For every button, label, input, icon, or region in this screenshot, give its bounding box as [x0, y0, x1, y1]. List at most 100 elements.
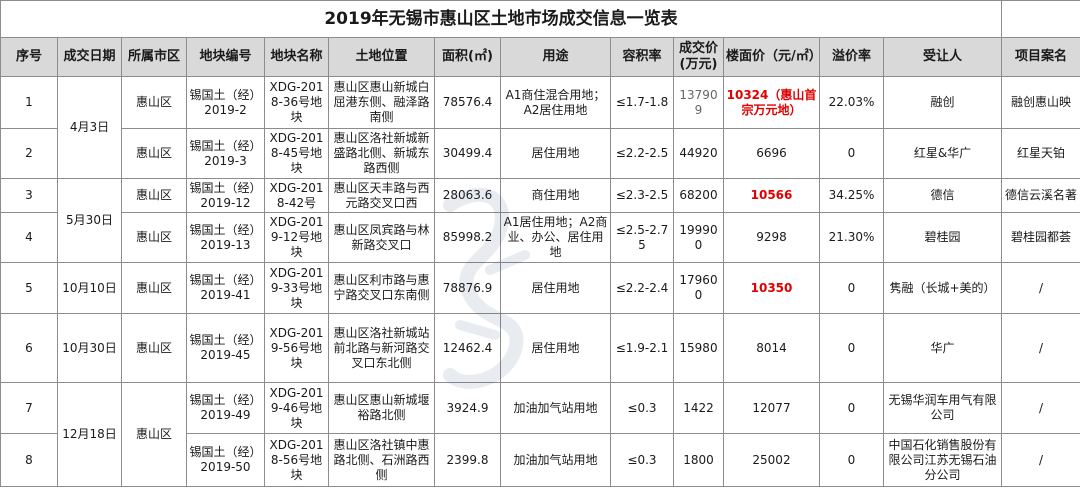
- cell-no: 6: [0, 313, 58, 383]
- cell-price: 68200: [673, 178, 724, 213]
- cell-floor-price: 6696: [723, 128, 820, 179]
- cell-buyer: 融创: [882, 76, 1003, 129]
- cell-buyer: 碧桂园: [882, 212, 1003, 263]
- cell-use: A1居住用地；A2商业、办公、居住用地: [500, 212, 611, 263]
- cell-no: 2: [0, 128, 58, 179]
- cell-area: 3924.9: [434, 382, 501, 434]
- cell-code: 锡国土（经）2019-41: [186, 262, 265, 314]
- table-row: 8 锡国土（经）2019-50 XDG-2018-56号地块 惠山区洛社镇中惠路…: [0, 433, 1080, 487]
- cell-price: 1800: [673, 433, 724, 487]
- cell-name: XDG-2019-56号地块: [264, 313, 329, 383]
- col-header-far: 容积率: [610, 37, 674, 77]
- table-row: 2 惠山区 锡国土（经）2019-3 XDG-2018-45号地块 惠山区洛社新…: [0, 128, 1080, 179]
- cell-district: 惠山区: [121, 313, 187, 383]
- cell-name: XDG-2018-42号: [264, 178, 329, 213]
- cell-floor-price: 25002: [723, 433, 820, 487]
- col-header-price: 成交价(万元): [673, 37, 724, 77]
- cell-far: ≤0.3: [610, 433, 674, 487]
- cell-area: 28063.6: [434, 178, 501, 213]
- cell-floor-price: 10324（惠山首宗万元地）: [723, 76, 820, 129]
- cell-code: 锡国土（经）2019-50: [186, 433, 265, 487]
- cell-district: 惠山区: [121, 178, 187, 213]
- cell-price: 199900: [673, 212, 724, 263]
- cell-no: 5: [0, 262, 58, 314]
- cell-buyer: 中国石化销售股份有限公司江苏无锡石油分公司: [882, 433, 1003, 487]
- cell-name: XDG-2019-33号地块: [264, 262, 329, 314]
- cell-project: 德信云溪名著: [1001, 178, 1080, 213]
- col-header-code: 地块编号: [186, 37, 265, 77]
- cell-premium: 34.25%: [819, 178, 884, 213]
- table-row: 6 10月30日 惠山区 锡国土（经）2019-45 XDG-2019-56号地…: [0, 313, 1080, 383]
- cell-date: 5月30日: [57, 178, 122, 263]
- cell-date: 4月3日: [57, 76, 122, 179]
- title-blank-cell: [1001, 0, 1080, 38]
- cell-far: ≤2.5-2.75: [610, 212, 674, 263]
- cell-price: 137909: [673, 76, 724, 129]
- cell-buyer: 红星&华广: [882, 128, 1003, 179]
- cell-price: 44920: [673, 128, 724, 179]
- cell-code: 锡国土（经）2019-12: [186, 178, 265, 213]
- cell-no: 7: [0, 382, 58, 434]
- cell-project: 红星天铂: [1001, 128, 1080, 179]
- cell-location: 惠山区惠山新城堰裕路北侧: [328, 382, 435, 434]
- cell-far: ≤0.3: [610, 382, 674, 434]
- cell-far: ≤2.2-2.4: [610, 262, 674, 314]
- cell-use: 商住用地: [500, 178, 611, 213]
- table-row: 7 12月18日 惠山区 锡国土（经）2019-49 XDG-2019-46号地…: [0, 382, 1080, 487]
- cell-area: 2399.8: [434, 433, 501, 487]
- cell-premium: 21.30%: [819, 212, 884, 263]
- col-header-floor-price: 楼面价（元/㎡）: [723, 37, 820, 77]
- cell-premium: 0: [819, 128, 884, 179]
- cell-floor-price: 10566: [723, 178, 820, 213]
- cell-area: 78576.4: [434, 76, 501, 129]
- cell-far: ≤2.2-2.5: [610, 128, 674, 179]
- cell-code: 锡国土（经）2019-3: [186, 128, 265, 179]
- cell-premium: 0: [819, 382, 884, 434]
- cell-location: 惠山区洛社新城站前北路与新河路交叉口东北侧: [328, 313, 435, 383]
- col-header-no: 序号: [0, 37, 58, 77]
- cell-far: ≤2.3-2.5: [610, 178, 674, 213]
- col-header-date: 成交日期: [57, 37, 122, 77]
- cell-no: 8: [0, 433, 58, 487]
- cell-no: 3: [0, 178, 58, 213]
- header-row: 序号 成交日期 所属市区 地块编号 地块名称 土地位置 面积(㎡) 用途 容积率…: [0, 37, 1080, 77]
- cell-buyer: 隽融（长城+美的）: [882, 262, 1003, 314]
- cell-area: 78876.9: [434, 262, 501, 314]
- table-row: 3 5月30日 惠山区 锡国土（经）2019-12 XDG-2018-42号 惠…: [0, 178, 1080, 263]
- cell-project: /: [1001, 433, 1080, 487]
- table-row: 5 10月10日 惠山区 锡国土（经）2019-41 XDG-2019-33号地…: [0, 262, 1080, 314]
- cell-use: 居住用地: [500, 313, 611, 383]
- cell-premium: 22.03%: [819, 76, 884, 129]
- cell-use: 居住用地: [500, 128, 611, 179]
- cell-location: 惠山区天丰路与西元路交叉口西: [328, 178, 435, 213]
- cell-code: 锡国土（经）2019-13: [186, 212, 265, 263]
- cell-location: 惠山区凤宾路与林新路交叉口: [328, 212, 435, 263]
- cell-location: 惠山区利市路与惠宁路交叉口东南侧: [328, 262, 435, 314]
- cell-use: 居住用地: [500, 262, 611, 314]
- table-row: 4 惠山区 锡国土（经）2019-13 XDG-2019-12号地块 惠山区凤宾…: [0, 212, 1080, 263]
- cell-buyer: 华广: [882, 313, 1003, 383]
- cell-location: 惠山区惠山新城白屈港东侧、融泽路南侧: [328, 76, 435, 129]
- cell-buyer: 无锡华润车用气有限公司: [882, 382, 1003, 434]
- col-header-district: 所属市区: [121, 37, 187, 77]
- cell-premium: 0: [819, 433, 884, 487]
- col-header-use: 用途: [500, 37, 611, 77]
- cell-location: 惠山区洛社镇中惠路北侧、石洲路西侧: [328, 433, 435, 487]
- cell-name: XDG-2018-36号地块: [264, 76, 329, 129]
- col-header-project: 项目案名: [1001, 37, 1080, 77]
- table-row: 1 4月3日 惠山区 锡国土（经）2019-2 XDG-2018-36号地块 惠…: [0, 76, 1080, 179]
- cell-use: 加油加气站用地: [500, 433, 611, 487]
- cell-date: 10月10日: [57, 262, 122, 314]
- cell-date: 12月18日: [57, 382, 122, 487]
- cell-name: XDG-2019-46号地块: [264, 382, 329, 434]
- cell-code: 锡国土（经）2019-49: [186, 382, 265, 434]
- cell-price: 15980: [673, 313, 724, 383]
- cell-use: 加油加气站用地: [500, 382, 611, 434]
- cell-project: /: [1001, 382, 1080, 434]
- cell-name: XDG-2019-12号地块: [264, 212, 329, 263]
- cell-no: 1: [0, 76, 58, 129]
- cell-district: 惠山区: [121, 128, 187, 179]
- cell-code: 锡国土（经）2019-45: [186, 313, 265, 383]
- cell-buyer: 德信: [882, 178, 1003, 213]
- cell-floor-price: 9298: [723, 212, 820, 263]
